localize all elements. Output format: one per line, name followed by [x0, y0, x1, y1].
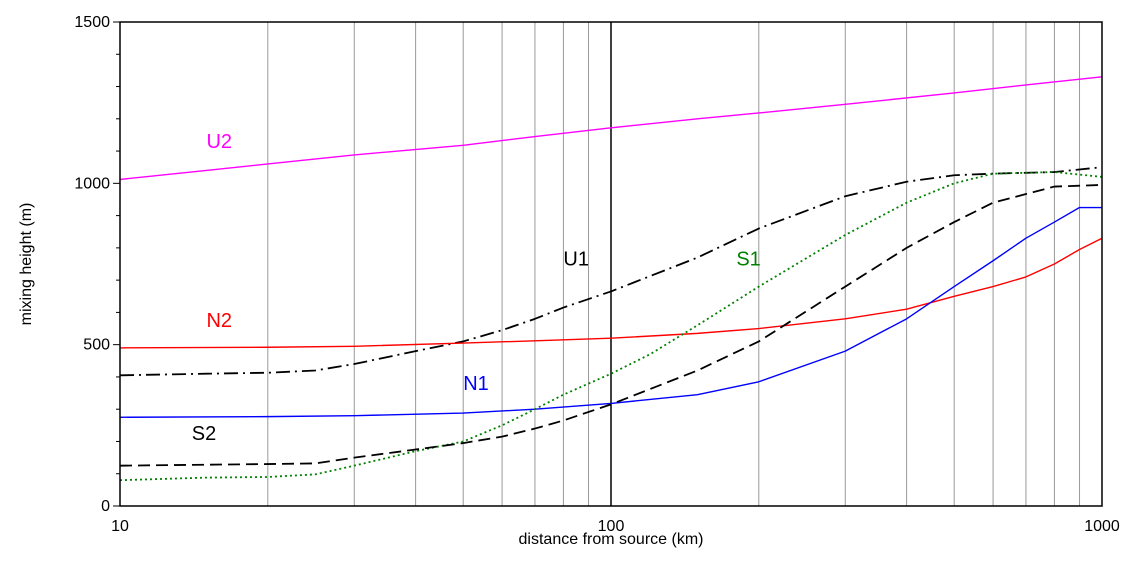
series-label-s1: S1	[736, 249, 760, 271]
plot-frame	[119, 21, 1103, 507]
series-line-s2	[119, 184, 1103, 467]
series-label-s2: S2	[192, 423, 216, 445]
y-tick-label: 1500	[74, 14, 110, 31]
series-line-u1	[119, 166, 1103, 377]
x-tick-label: 10	[111, 518, 129, 535]
series-label-n2: N2	[206, 310, 232, 332]
y-tick-label: 500	[83, 337, 110, 354]
x-axis-label: distance from source (km)	[519, 531, 704, 548]
x-tick-label: 100	[598, 518, 625, 535]
series-line-n2	[119, 237, 1103, 349]
series-line-u2	[119, 76, 1103, 181]
x-tick-label: 1000	[1084, 518, 1120, 535]
series-label-u2: U2	[206, 131, 232, 153]
series-label-n1: N1	[463, 373, 489, 395]
axes: 0 500 1000 1500 10 100 1000	[74, 14, 1119, 535]
y-tick-label: 0	[101, 498, 110, 515]
vertical-grid	[267, 22, 1081, 506]
series-label-u1: U1	[563, 249, 589, 271]
series-labels: U2 U1 N2 N1 S1 S2	[192, 131, 761, 445]
y-axis-label: mixing height (m)	[18, 203, 35, 326]
series-line-n1	[119, 206, 1102, 418]
y-tick-label: 1000	[74, 175, 110, 192]
series-lines	[119, 76, 1103, 482]
